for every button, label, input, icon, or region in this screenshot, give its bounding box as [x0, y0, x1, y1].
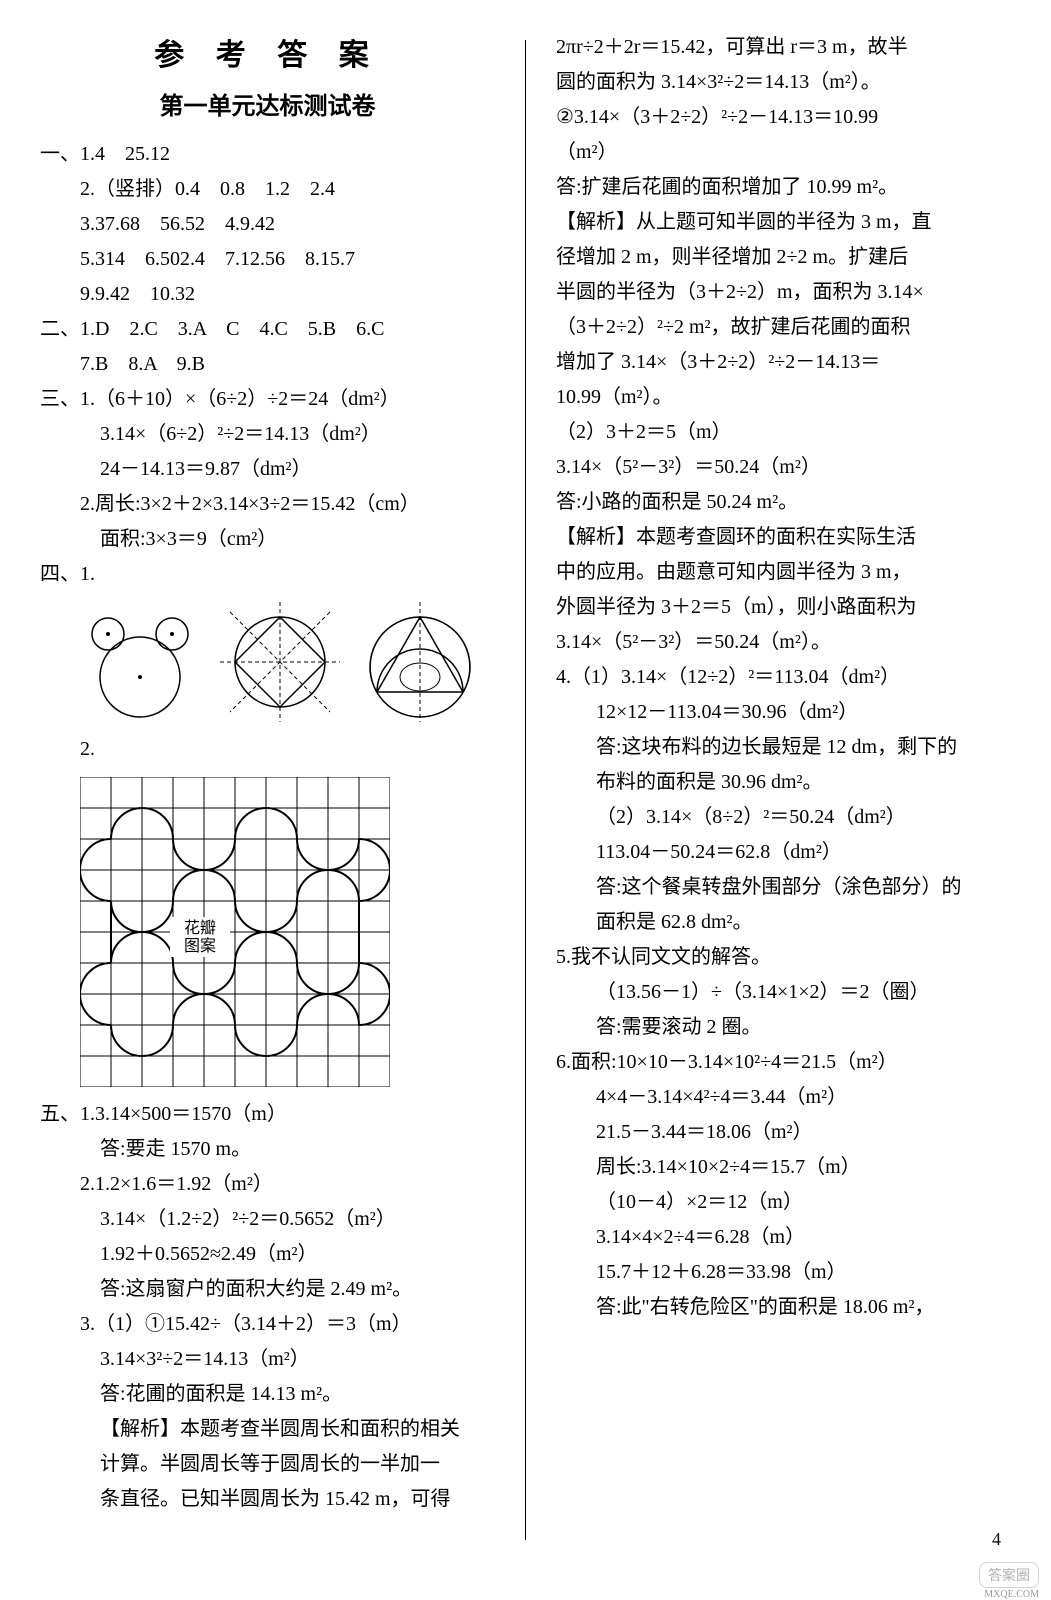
subtitle: 第一单元达标测试卷: [40, 86, 495, 121]
diagram-mickey-icon: [80, 602, 200, 722]
text-line: 3.14×4×2÷4＝6.28（m）: [556, 1220, 1011, 1255]
text-line: 12×12－113.04＝30.96（dm²）: [556, 695, 1011, 730]
text-line: 答:此"右转危险区"的面积是 18.06 m²，: [556, 1290, 1011, 1325]
watermark-url: MXQE.COM: [984, 1589, 1039, 1600]
text-line: 【解析】从上题可知半圆的半径为 3 m，直: [556, 205, 1011, 240]
grid-label-1: 花瓣: [184, 919, 216, 937]
text-line: 9.9.42 10.32: [40, 277, 495, 312]
text-line: 113.04－50.24＝62.8（dm²）: [556, 835, 1011, 870]
text-line: 增加了 3.14×（3＋2÷2）²÷2－14.13＝: [556, 345, 1011, 380]
text-line: 【解析】本题考查圆环的面积在实际生活: [556, 520, 1011, 555]
diagram-row: [80, 602, 495, 722]
text-line: 答:扩建后花圃的面积增加了 10.99 m²。: [556, 170, 1011, 205]
text-line: 2.（竖排）0.4 0.8 1.2 2.4: [40, 172, 495, 207]
right-column: 2πr÷2＋2r＝15.42，可算出 r＝3 m，故半 圆的面积为 3.14×3…: [556, 30, 1011, 1570]
text-line: 2.: [40, 732, 495, 767]
text-line: 1.92＋0.5652≈2.49（m²）: [40, 1237, 495, 1272]
text-line: 答:花圃的面积是 14.13 m²。: [40, 1377, 495, 1412]
text-line: 二、1.D 2.C 3.A C 4.C 5.B 6.C: [40, 312, 495, 347]
text-line: （2）3.14×（8÷2）²＝50.24（dm²）: [556, 800, 1011, 835]
diagram-triangle-arcs-icon: [360, 602, 480, 722]
text-line: 15.7＋12＋6.28＝33.98（m）: [556, 1255, 1011, 1290]
column-divider: [525, 40, 526, 1540]
text-line: （13.56－1）÷（3.14×1×2）＝2（圈）: [556, 975, 1011, 1010]
main-title: 参 考 答 案: [40, 30, 495, 74]
text-line: 半圆的半径为（3＋2÷2）m，面积为 3.14×: [556, 275, 1011, 310]
text-line: 中的应用。由题意可知内圆半径为 3 m，: [556, 555, 1011, 590]
left-column: 参 考 答 案 第一单元达标测试卷 一、1.4 25.12 2.（竖排）0.4 …: [40, 30, 495, 1570]
text-line: 5.我不认同文文的解答。: [556, 940, 1011, 975]
text-line: （m²）: [556, 135, 1011, 170]
text-line: 布料的面积是 30.96 dm²。: [556, 765, 1011, 800]
text-line: 24－14.13＝9.87（dm²）: [40, 452, 495, 487]
text-line: 面积是 62.8 dm²。: [556, 905, 1011, 940]
text-line: 答:小路的面积是 50.24 m²。: [556, 485, 1011, 520]
text-line: 答:这个餐桌转盘外围部分（涂色部分）的: [556, 870, 1011, 905]
text-line: 3.14×（6÷2）²÷2＝14.13（dm²）: [40, 417, 495, 452]
text-line: 周长:3.14×10×2÷4＝15.7（m）: [556, 1150, 1011, 1185]
flower-petal-grid-icon: 花瓣 图案: [80, 777, 390, 1087]
text-line: 外圆半径为 3＋2＝5（m），则小路面积为: [556, 590, 1011, 625]
text-line: 3.14×（5²－3²）＝50.24（m²）。: [556, 625, 1011, 660]
text-line: 2.周长:3×2＋2×3.14×3÷2＝15.42（cm）: [40, 487, 495, 522]
text-line: 五、1.3.14×500＝1570（m）: [40, 1097, 495, 1132]
text-line: 径增加 2 m，则半径增加 2÷2 m。扩建后: [556, 240, 1011, 275]
text-line: 21.5－3.44＝18.06（m²）: [556, 1115, 1011, 1150]
text-line: （10－4）×2＝12（m）: [556, 1185, 1011, 1220]
text-line: 计算。半圆周长等于圆周长的一半加一: [40, 1447, 495, 1482]
text-line: 7.B 8.A 9.B: [40, 347, 495, 382]
text-line: 3.37.68 56.52 4.9.42: [40, 207, 495, 242]
page-number: 4: [992, 1529, 1001, 1550]
text-line: 3.14×（1.2÷2）²÷2＝0.5652（m²）: [40, 1202, 495, 1237]
text-line: 三、1.（6＋10）×（6÷2）÷2＝24（dm²）: [40, 382, 495, 417]
text-line: 2.1.2×1.6＝1.92（m²）: [40, 1167, 495, 1202]
text-line: 6.面积:10×10－3.14×10²÷4＝21.5（m²）: [556, 1045, 1011, 1080]
section-4-label: 四、1.: [40, 557, 495, 592]
text-line: 10.99（m²）。: [556, 380, 1011, 415]
text-line: （2）3＋2＝5（m）: [556, 415, 1011, 450]
text-line: 3.（1）①15.42÷（3.14＋2）＝3（m）: [40, 1307, 495, 1342]
diagram-circle-diamond-icon: [220, 602, 340, 722]
text-line: 一、1.4 25.12: [40, 137, 495, 172]
text-line: 答:这扇窗户的面积大约是 2.49 m²。: [40, 1272, 495, 1307]
watermark-badge: 答案圈: [979, 1562, 1039, 1588]
text-line: （3＋2÷2）²÷2 m²，故扩建后花圃的面积: [556, 310, 1011, 345]
text-line: 条直径。已知半圆周长为 15.42 m，可得: [40, 1482, 495, 1517]
text-line: 3.14×3²÷2＝14.13（m²）: [40, 1342, 495, 1377]
text-line: 【解析】本题考查半圆周长和面积的相关: [40, 1412, 495, 1447]
text-line: 3.14×（5²－3²）＝50.24（m²）: [556, 450, 1011, 485]
text-line: 答:需要滚动 2 圈。: [556, 1010, 1011, 1045]
text-line: 4×4－3.14×4²÷4＝3.44（m²）: [556, 1080, 1011, 1115]
text-line: 答:要走 1570 m。: [40, 1132, 495, 1167]
text-line: 2πr÷2＋2r＝15.42，可算出 r＝3 m，故半: [556, 30, 1011, 65]
text-line: ②3.14×（3＋2÷2）²÷2－14.13＝10.99: [556, 100, 1011, 135]
grid-label-2: 图案: [184, 937, 216, 955]
text-line: 答:这块布料的边长最短是 12 dm，剩下的: [556, 730, 1011, 765]
text-line: 面积:3×3＝9（cm²）: [40, 522, 495, 557]
text-line: 圆的面积为 3.14×3²÷2＝14.13（m²）。: [556, 65, 1011, 100]
text-line: 4.（1）3.14×（12÷2）²＝113.04（dm²）: [556, 660, 1011, 695]
text-line: 5.314 6.502.4 7.12.56 8.15.7: [40, 242, 495, 277]
